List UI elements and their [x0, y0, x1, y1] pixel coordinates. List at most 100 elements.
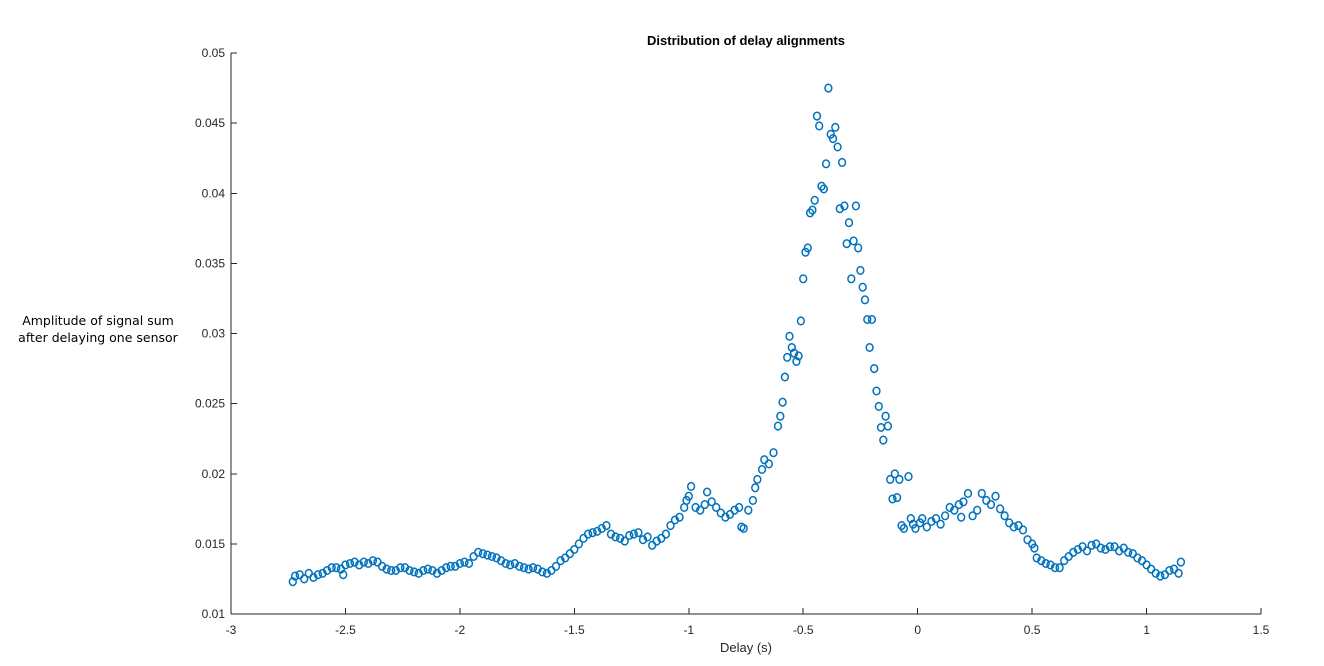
data-point: [977, 488, 986, 498]
data-point: [1169, 564, 1179, 574]
data-point: [345, 558, 355, 569]
data-point: [423, 564, 432, 574]
data-point: [684, 491, 693, 501]
data-point: [487, 551, 497, 562]
data-point: [405, 565, 414, 576]
data-point: [890, 469, 899, 479]
data-point: [817, 181, 826, 191]
data-point: [860, 295, 870, 305]
y-tick-label: 0.01: [202, 607, 226, 621]
data-point: [1037, 556, 1046, 566]
data-point: [739, 523, 748, 533]
data-point: [478, 549, 487, 559]
data-point: [355, 560, 364, 570]
data-point: [1124, 547, 1133, 557]
data-point: [686, 481, 696, 491]
data-point: [506, 560, 515, 570]
data-point: [849, 236, 858, 246]
data-point: [1046, 560, 1055, 570]
data-point: [1069, 547, 1078, 557]
data-point: [602, 521, 611, 531]
data-point: [492, 553, 501, 563]
data-point: [1005, 518, 1014, 528]
data-point: [879, 435, 888, 445]
y-axis-label-line-1: Amplitude of signal sum: [22, 313, 174, 328]
data-point: [524, 564, 533, 574]
x-tick-label: 0.5: [1024, 623, 1041, 637]
data-point: [469, 551, 478, 562]
data-point: [858, 282, 867, 292]
y-axis-label-line-2: after delaying one sensor: [18, 330, 179, 345]
data-point: [851, 201, 861, 211]
data-point: [1105, 542, 1115, 552]
data-point: [876, 422, 886, 433]
data-point: [881, 411, 890, 421]
data-point: [300, 574, 309, 584]
data-point: [341, 560, 350, 570]
data-point: [805, 208, 815, 218]
data-point: [565, 549, 574, 559]
data-point: [940, 511, 950, 521]
data-point: [666, 521, 675, 531]
data-point: [792, 356, 801, 367]
data-point: [611, 532, 620, 542]
data-point: [1060, 556, 1069, 566]
data-point: [290, 571, 300, 581]
data-point: [867, 314, 877, 325]
data-point: [419, 565, 428, 576]
data-point: [1128, 549, 1137, 559]
data-point: [803, 243, 812, 253]
data-point: [648, 540, 657, 550]
data-point: [1030, 543, 1039, 553]
data-point: [760, 455, 769, 465]
data-point: [377, 561, 387, 571]
data-point: [339, 570, 348, 580]
y-tick-label: 0.045: [195, 116, 225, 130]
data-point: [796, 316, 806, 326]
data-point: [1110, 542, 1119, 552]
data-point: [359, 557, 368, 567]
data-point: [483, 550, 492, 560]
data-point: [872, 386, 881, 396]
data-point: [819, 184, 828, 194]
data-point: [382, 564, 391, 574]
data-point: [1165, 565, 1174, 576]
data-point: [1087, 540, 1096, 550]
data-point: [950, 505, 959, 515]
data-point: [437, 565, 446, 576]
data-point: [828, 134, 838, 144]
data-point: [1092, 539, 1101, 549]
x-tick-label: -2.5: [335, 623, 356, 637]
data-point: [954, 500, 964, 510]
data-point: [808, 205, 817, 215]
data-point: [625, 530, 634, 541]
data-point: [538, 567, 547, 577]
data-point: [815, 121, 824, 131]
data-point: [918, 514, 927, 524]
data-point: [1041, 558, 1050, 569]
data-point: [1032, 553, 1041, 563]
data-point: [460, 557, 469, 567]
data-point: [1146, 564, 1156, 574]
data-point: [780, 372, 790, 382]
data-point: [373, 557, 382, 567]
data-point: [556, 556, 565, 566]
data-point: [922, 522, 931, 532]
y-tick-label: 0.015: [195, 537, 225, 551]
y-tick-label: 0.04: [202, 186, 226, 200]
data-point: [551, 561, 561, 571]
x-axis-ticks: -3 -2.5 -2 -1.5 -1 -0.5 0 0.5 1 1.5: [226, 608, 1270, 637]
data-point: [959, 497, 968, 507]
data-point: [833, 142, 842, 152]
data-point: [888, 494, 897, 504]
x-tick-label: -3: [226, 623, 237, 637]
data-point: [870, 364, 879, 374]
data-point: [533, 564, 542, 574]
data-point: [982, 495, 991, 505]
data-point: [769, 448, 778, 458]
data-point: [730, 505, 739, 515]
data-point: [615, 533, 625, 543]
data-point: [831, 122, 840, 132]
data-point: [368, 556, 378, 566]
data-point: [787, 342, 796, 353]
